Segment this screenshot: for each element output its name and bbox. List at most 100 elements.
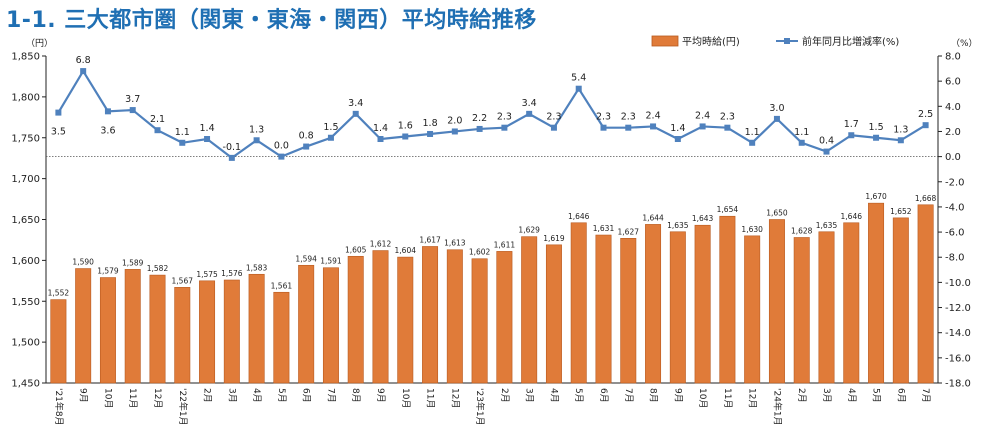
bar [471,258,488,384]
x-tick-label: 12月 [449,388,460,408]
rate-point [823,148,830,155]
rate-point [600,124,607,131]
right-tick-label: -14.0 [945,328,971,339]
rate-point [650,123,657,130]
bar-value-label: 1,635 [667,221,689,230]
rate-value-label: 5.4 [571,73,586,84]
bar [868,202,885,384]
rate-point [154,127,161,134]
bar [372,250,389,384]
rate-value-label: 2.3 [546,112,561,123]
bar-value-label: 1,582 [147,264,169,273]
bar [50,299,67,384]
x-axis-labels: '21年8月 9月 10月 11月 12月 '22年1月 2月 3月 4月 5月 6月 7月 8月 9月 1… [53,388,931,426]
x-tick-label: 2月 [202,388,213,403]
bar [75,268,92,384]
axes: 1,450 1,500 1,550 1,600 1,650 1,700 1,750 1,800… [11,52,971,390]
left-tick-label: 1,650 [11,215,40,226]
bar [744,235,761,384]
rate-value-label: 3.4 [522,98,537,109]
rate-point [798,139,805,146]
bar [669,231,686,384]
x-tick-label: 9月 [672,388,683,403]
rate-point [204,136,211,143]
bar-value-label: 1,576 [221,269,243,278]
left-tick-label: 1,850 [11,52,40,63]
rate-value-label: 1.3 [893,124,908,135]
bar [397,256,414,384]
bar-value-label: 1,628 [791,226,813,235]
rate-value-label: -0.1 [223,142,242,153]
rate-value-label: 1.8 [423,118,438,129]
bar [174,287,191,384]
bar-value-label: 1,583 [246,263,268,272]
x-tick-label: 3月 [821,388,832,403]
legend: 平均時給(円) 前年同月比増減率(%) [651,35,899,48]
bar [199,280,216,384]
x-tick-label: 5月 [276,388,287,403]
rate-point [476,125,483,132]
rate-value-label: 6.8 [76,55,91,66]
rate-value-label: 0.8 [299,131,314,142]
rate-line-layer [55,68,929,161]
rate-value-label: 1.4 [670,123,685,134]
bar [223,279,240,384]
rate-point [575,85,582,92]
rate-point [897,137,904,144]
rate-value-label: 1.4 [200,123,215,134]
x-tick-label: 4月 [846,388,857,403]
rate-value-label: 2.3 [596,112,611,123]
legend-swatch-marker [784,38,790,44]
right-tick-label: 6.0 [945,77,961,88]
bar-value-label: 1,627 [618,227,640,236]
bar [99,277,116,384]
x-tick-label: '21年8月 [53,388,65,426]
bar-value-label: 1,630 [741,225,763,234]
right-tick-label: -8.0 [945,253,965,264]
rate-labels: 3.5 6.8 3.6 3.7 2.1 1.1 1.4 -0.1 1.3 0.0 0.8 1.5 3.4… [51,55,933,153]
bar [595,234,612,384]
rate-point [674,136,681,143]
rate-value-label: 2.5 [918,109,933,120]
bar-value-label: 1,646 [841,212,863,221]
x-tick-label: 2月 [796,388,807,403]
bar [843,222,860,384]
x-tick-label: 11月 [127,388,138,408]
bar-value-label: 1,619 [543,234,565,243]
rate-value-label: 3.6 [100,125,115,136]
right-tick-label: -16.0 [945,353,971,364]
rate-point [402,133,409,140]
bar-value-label: 1,602 [469,248,491,257]
rate-value-label: 0.0 [274,141,289,152]
right-tick-label: -6.0 [945,228,965,239]
x-tick-label: 5月 [573,388,584,403]
rate-line [57,68,927,160]
x-tick-label: 5月 [871,388,882,403]
rate-point [922,122,929,129]
bar-value-label: 1,605 [345,245,367,254]
bar-value-label: 1,617 [419,235,441,244]
bar [892,217,909,384]
x-tick-label: 8月 [350,388,361,403]
rate-value-label: 3.5 [51,127,66,138]
right-tick-label: 2.0 [945,127,961,138]
rate-point [104,108,111,115]
bar [124,269,141,384]
x-tick-label: 7月 [325,388,336,403]
rate-point [550,124,557,131]
bar-value-label: 1,631 [593,224,615,233]
rate-value-label: 1.5 [869,122,884,133]
x-tick-label: 10月 [400,388,411,408]
bar [322,267,339,384]
bar [694,224,711,384]
rate-point [749,139,756,146]
rate-point [724,124,731,131]
right-tick-label: -10.0 [945,278,971,289]
bar [149,274,166,384]
rate-value-label: 2.4 [695,110,710,121]
bar-value-label: 1,635 [816,221,838,230]
x-tick-label: 8月 [648,388,659,403]
right-axis-unit: （%） [951,38,978,49]
rate-point [228,154,235,161]
rate-value-label: 1.1 [745,127,760,138]
